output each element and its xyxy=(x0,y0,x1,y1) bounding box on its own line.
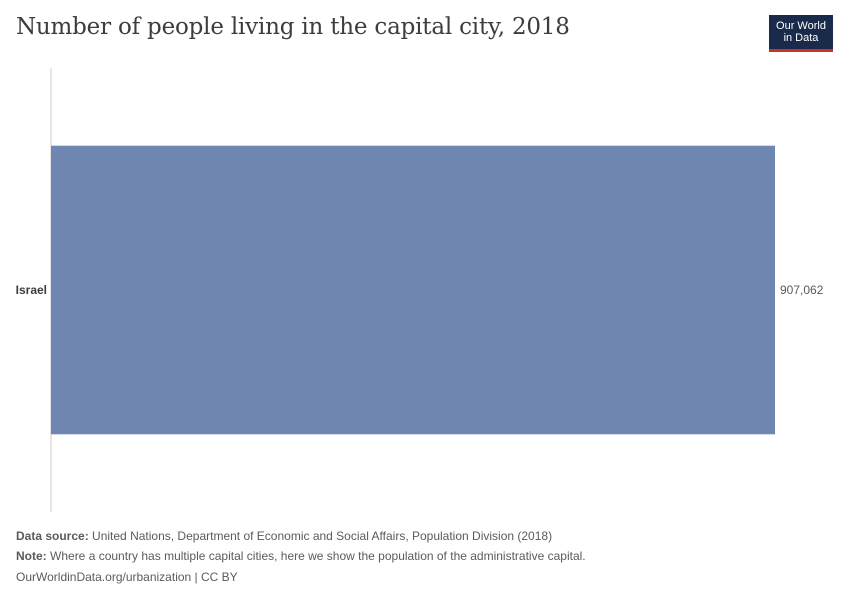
data-source-text: United Nations, Department of Economic a… xyxy=(92,529,553,543)
bars-group: Israel 907,062 xyxy=(16,145,824,435)
value-label: 907,062 xyxy=(780,283,824,297)
bar-israel[interactable] xyxy=(51,145,775,435)
data-source: Data source: United Nations, Department … xyxy=(16,529,552,543)
data-source-label: Data source: xyxy=(16,529,89,543)
logo-line-2: in Data xyxy=(783,32,819,44)
chart-title: Number of people living in the capital c… xyxy=(16,14,570,40)
note-text: Where a country has multiple capital cit… xyxy=(50,549,586,563)
logo-line-1: Our World xyxy=(776,20,826,32)
owid-logo[interactable]: Our World in Data xyxy=(769,15,833,52)
source-url[interactable]: OurWorldinData.org/urbanization | CC BY xyxy=(16,570,238,584)
note-label: Note: xyxy=(16,549,47,563)
category-label: Israel xyxy=(16,283,47,297)
chart-note: Note: Where a country has multiple capit… xyxy=(16,549,586,563)
bar-chart: Israel 907,062 xyxy=(16,68,824,512)
